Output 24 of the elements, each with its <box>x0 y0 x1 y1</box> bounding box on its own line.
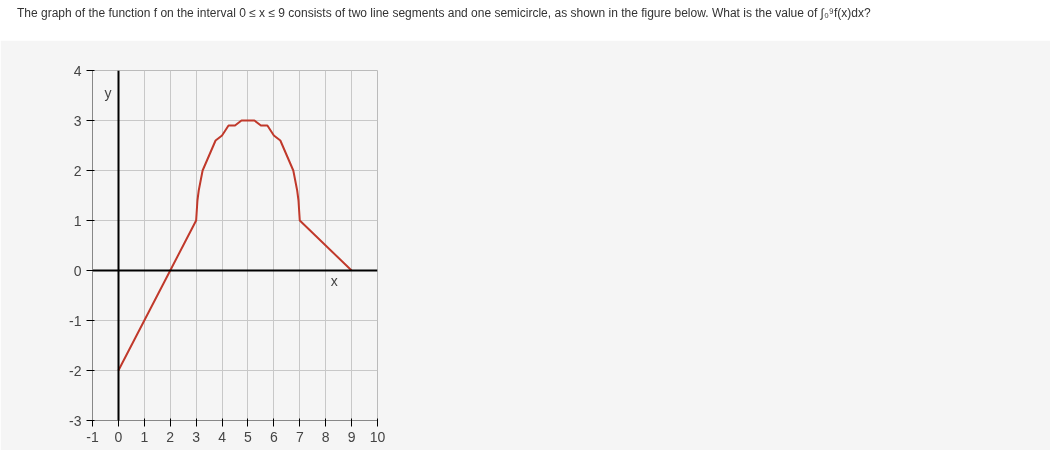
x-tick-label: 9 <box>347 428 356 445</box>
y-tick-label: 3 <box>73 112 82 129</box>
y-tick-label: 2 <box>73 162 82 179</box>
y-tick-label: -3 <box>69 412 82 429</box>
y-tick-label: 1 <box>73 212 82 229</box>
x-tick-label: 3 <box>192 428 201 445</box>
x-tick-label: 7 <box>295 428 304 445</box>
text: The graph of the function f on the interval 0 ≤ x ≤ 9 consists of two line segments and one semicircle, as shown in the figure below. What is the value of ∫₀⁹f(x)dx? <box>17 5 871 22</box>
x-tick-label: 8 <box>321 428 330 445</box>
x-tick-label: 6 <box>269 428 278 445</box>
x-tick-label: 1 <box>140 428 149 445</box>
x-tick-label: 2 <box>166 428 175 445</box>
y-axis-title: y <box>104 84 112 101</box>
x-tick-label: 5 <box>244 428 253 445</box>
y-tick-label: -2 <box>69 362 82 379</box>
line-series <box>117 119 353 372</box>
y-tick-label: -1 <box>69 312 82 329</box>
x-axis-title: x <box>330 272 338 289</box>
x-tick-label: 10 <box>369 428 386 445</box>
x-tick-label: -1 <box>86 428 99 445</box>
x-tick-label: 0 <box>114 428 123 445</box>
x-tick-label: 4 <box>218 428 227 445</box>
y-tick-label: 4 <box>73 62 82 79</box>
y-tick-label: 0 <box>73 262 82 279</box>
